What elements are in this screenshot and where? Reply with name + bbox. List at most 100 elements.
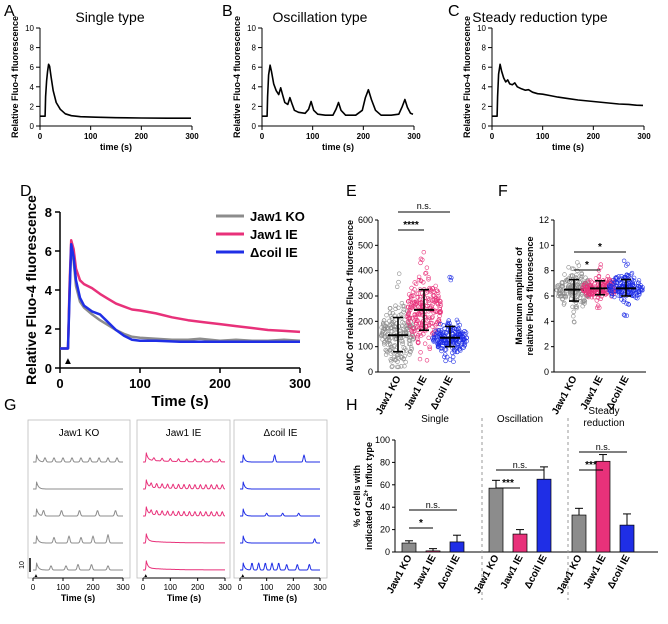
group-title-h: Steady [588, 406, 619, 417]
data-point-e [387, 310, 393, 315]
data-point-e [409, 329, 415, 334]
data-point-e [395, 359, 400, 364]
category-label-h: Δcoil IE [436, 553, 463, 591]
y-tick-label-a: 2 [30, 102, 35, 111]
trace-line-g [143, 452, 225, 463]
trace-line-g [143, 479, 225, 490]
x-tick-label-a: 300 [185, 132, 199, 141]
data-point-e [409, 346, 414, 352]
data-point-f [560, 284, 565, 289]
y-tick-label-e: 0 [368, 367, 373, 377]
data-point-e [438, 309, 443, 314]
sig-label-h: * [419, 518, 423, 529]
data-point-f [574, 305, 579, 311]
y-axis-label-b: Relative Fluo-4 fluorescence [232, 16, 242, 138]
x-axis-label-c: time (s) [552, 142, 584, 152]
data-point-e [395, 284, 400, 289]
data-point-e [401, 309, 406, 315]
data-point-f [636, 289, 641, 295]
data-point-e [380, 337, 385, 342]
data-point-e [395, 364, 400, 370]
data-point-f [596, 274, 601, 279]
data-point-e [389, 364, 394, 370]
data-point-f [595, 295, 601, 300]
data-point-f [568, 273, 574, 278]
data-point-f [574, 272, 579, 278]
data-point-e [407, 298, 413, 303]
bar-h-ie [595, 460, 611, 553]
data-point-e [396, 279, 401, 285]
data-point-e [454, 317, 460, 323]
data-point-e [426, 277, 431, 282]
sig-label-f: * [598, 242, 602, 253]
data-point-f [606, 283, 612, 288]
x-tick-label-g: 100 [260, 583, 274, 592]
data-point-f [581, 298, 587, 303]
data-point-e [435, 290, 441, 295]
chart-title-b: Oscillation type [273, 9, 368, 25]
y-tick-label-f: 2 [544, 342, 549, 352]
data-point-f [576, 263, 582, 268]
sig-label-e: n.s. [417, 201, 432, 211]
data-point-e [438, 327, 444, 333]
data-point-e [388, 342, 393, 347]
y-tick-label-c: 2 [482, 102, 487, 111]
data-point-f [639, 286, 644, 291]
y-axis-label-e: AUC of relative Fluo-4 fluorescence [345, 220, 355, 372]
y-tick-label-h: 0 [385, 547, 390, 557]
y-tick-label-f: 10 [539, 240, 549, 250]
data-point-e [400, 341, 405, 346]
y-tick-label-a: 8 [30, 44, 35, 53]
chart-title-c: Steady reduction type [472, 9, 608, 25]
data-point-e [427, 344, 432, 350]
y-axis-label-h: % of cells with [352, 465, 362, 527]
data-point-e [430, 286, 435, 291]
data-point-e [389, 345, 394, 350]
y-tick-label-e: 200 [358, 316, 373, 326]
data-point-e [402, 364, 407, 369]
data-point-f [560, 297, 565, 302]
trace-line-g [240, 562, 320, 571]
y-tick-label-e: 600 [358, 215, 373, 225]
data-point-f [626, 301, 631, 307]
y-axis-label-c: Relative Fluo-4 fluorescence [462, 16, 472, 138]
data-point-e [390, 364, 395, 369]
data-point-f [597, 305, 602, 310]
bar-h-ko [488, 487, 504, 553]
panel-label-f: F [498, 183, 508, 200]
data-point-e [418, 278, 424, 283]
data-point-e [410, 332, 415, 338]
data-point-f [566, 283, 572, 288]
trace-line-a [40, 63, 191, 119]
x-tick-label-d: 300 [289, 376, 311, 391]
x-tick-label-g: 100 [164, 583, 178, 592]
scale-bar-label-g: 10 [19, 561, 26, 569]
data-point-e [436, 321, 441, 327]
data-point-e [387, 318, 392, 324]
data-point-e [424, 358, 430, 363]
data-point-e [433, 298, 438, 304]
data-point-e [433, 339, 438, 344]
trace-line-b [262, 64, 414, 117]
bar-h-ie [425, 550, 441, 553]
data-point-e [403, 359, 408, 365]
data-point-e [386, 342, 391, 348]
data-point-f [623, 263, 629, 268]
y-tick-label-d: 8 [45, 205, 52, 220]
data-point-f [614, 280, 620, 286]
data-point-e [407, 323, 412, 329]
stimulus-marker-g: ▲ [240, 573, 245, 579]
y-tick-label-b: 2 [252, 102, 257, 111]
legend-label-ie: Jaw1 IE [250, 227, 298, 242]
data-point-f [579, 271, 584, 276]
sig-label-h: n.s. [426, 500, 441, 510]
data-point-f [562, 291, 567, 296]
data-point-e [416, 304, 421, 309]
bar-h-coil [449, 541, 465, 553]
data-point-e [389, 359, 394, 364]
x-tick-label-c: 100 [536, 132, 550, 141]
data-point-f [556, 293, 561, 299]
data-point-e [436, 318, 441, 323]
data-point-f [629, 270, 635, 276]
data-point-f [569, 266, 575, 271]
